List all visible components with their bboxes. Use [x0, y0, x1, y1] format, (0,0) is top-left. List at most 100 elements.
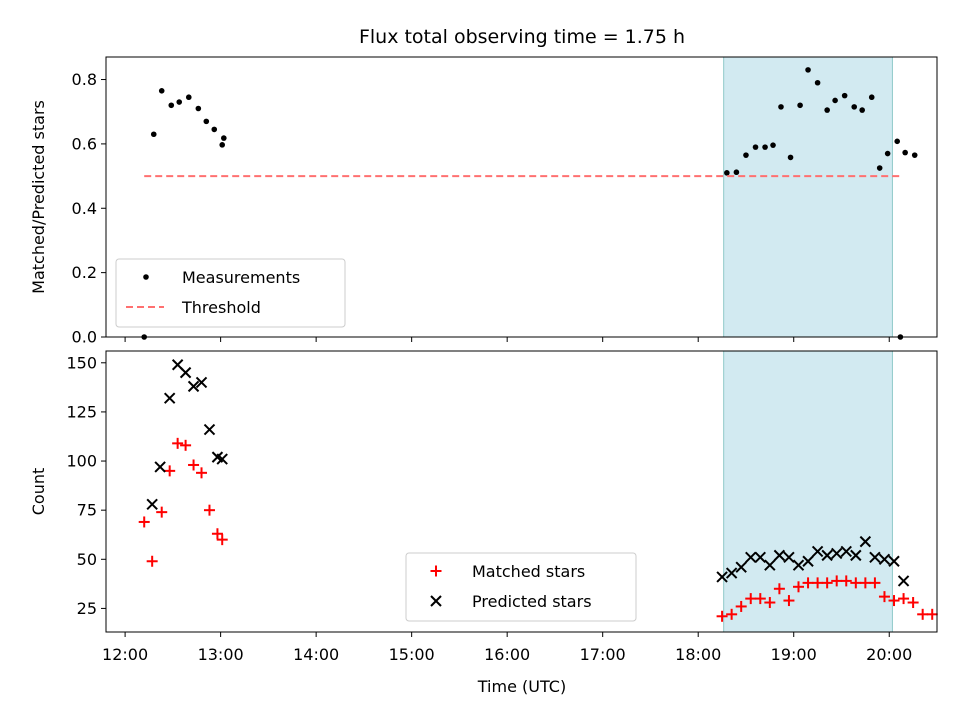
measurement-point	[219, 142, 226, 148]
predicted-star-point	[802, 555, 814, 567]
legend-label: Threshold	[181, 298, 261, 317]
measurement-point	[778, 104, 784, 110]
predicted-star-point	[187, 380, 200, 393]
measurement-point	[203, 118, 210, 125]
matched-star-point	[138, 516, 150, 528]
predicted-star-point	[163, 392, 176, 404]
predicted-star-point	[716, 571, 728, 583]
matched-star-point	[745, 593, 757, 605]
matched-star-point	[203, 504, 215, 516]
predicted-star-point	[216, 453, 228, 465]
measurement-point	[168, 102, 175, 109]
legend-box	[115, 258, 346, 328]
count-panel-observing-window	[723, 350, 893, 633]
matched-star-point	[211, 528, 223, 540]
ratio-panel-ticks: 0.0 0.2 0.4 0.6 0.8	[72, 70, 890, 347]
matched-star-point	[188, 459, 200, 471]
measurement-point	[752, 144, 759, 150]
measurement-point	[762, 144, 768, 150]
legend-label: Measurements	[182, 268, 300, 287]
ratio-panel-observing-window	[723, 56, 893, 338]
matched-star-point	[802, 577, 814, 589]
predicted-star-point	[811, 545, 824, 558]
measurement-point	[894, 138, 901, 145]
measurement-point	[876, 165, 883, 171]
matched-star-point	[840, 575, 852, 587]
y-tick-label: 0.6	[72, 134, 97, 153]
x-tick-label: 12:00	[102, 645, 148, 664]
measurement-point	[851, 104, 858, 110]
predicted-star-point	[735, 561, 747, 573]
matched-star-point	[156, 506, 168, 518]
x-axis-label: Time (UTC)	[477, 677, 566, 696]
matched-star-point	[773, 583, 785, 595]
measurement-point	[743, 152, 749, 158]
measurement-point	[911, 152, 918, 158]
matched-star-point	[764, 597, 776, 609]
y-tick-label: 0.0	[72, 328, 97, 347]
count-panel-ticks: 25 50 75 100 125 150 12:00 13:00 14:00 15:00 16:00…	[66, 353, 912, 664]
matched-star-point	[859, 577, 871, 589]
matched-star-point	[726, 608, 738, 620]
measurement-point	[859, 107, 865, 113]
predicted-star-point	[869, 551, 881, 564]
matched-star-point	[783, 595, 795, 607]
predicted-star-point	[821, 549, 833, 562]
ratio-panel: 0.00.20.40.60.8 Matched/Predicted stars …	[29, 56, 938, 347]
predicted-star-point	[195, 376, 208, 389]
ratio-panel-y-axis-label: Matched/Predicted stars	[29, 100, 48, 294]
ratio-panel-legend: Measurements Threshold	[115, 258, 346, 328]
predicted-star-point	[773, 549, 786, 562]
matched-star-point	[898, 593, 910, 605]
measurement-point	[832, 97, 838, 104]
measurement-point	[902, 149, 908, 156]
y-tick-label: 25	[77, 599, 97, 618]
predicted-star-point	[850, 549, 862, 562]
y-tick-label: 75	[77, 501, 97, 520]
legend-swatch-measurement	[143, 274, 149, 280]
count-panel-y-axis-label: Count	[29, 468, 48, 516]
predicted-star-point	[792, 559, 805, 571]
measurement-point	[841, 92, 848, 99]
count-panel-legend: Matched stars Predicted stars	[405, 552, 637, 622]
measurement-point	[824, 107, 830, 113]
matched-star-point	[716, 610, 728, 622]
matched-star-point	[917, 608, 929, 620]
ratio-panel-marks	[141, 67, 918, 340]
matched-star-point	[831, 575, 843, 587]
matched-star-point	[888, 595, 900, 607]
measurement-point	[176, 99, 183, 105]
measurement-point	[221, 135, 227, 141]
matched-star-point	[735, 600, 747, 612]
predicted-star-point	[878, 553, 891, 566]
predicted-star-point	[830, 547, 843, 560]
legend-label: Predicted stars	[472, 592, 592, 611]
legend-swatch-predicted	[430, 595, 442, 607]
measurement-point	[787, 154, 794, 161]
predicted-star-point	[725, 567, 738, 579]
x-tick-label: 17:00	[580, 645, 626, 664]
x-tick-label: 19:00	[771, 645, 817, 664]
x-tick-label: 16:00	[484, 645, 530, 664]
y-tick-label: 0.8	[72, 70, 97, 89]
measurement-point	[814, 79, 821, 86]
count-panel: 25 50 75 100 125 150 12:00 13:00 14:00 15:00 16:00…	[29, 350, 938, 664]
matched-star-point	[793, 581, 804, 593]
predicted-star-point	[764, 559, 776, 571]
measurement-point	[770, 142, 776, 148]
measurement-point	[733, 169, 740, 176]
x-tick-label: 20:00	[866, 645, 912, 664]
measurement-point	[805, 67, 811, 73]
matched-star-point	[907, 597, 919, 609]
matched-star-point	[172, 437, 184, 449]
legend-swatch-matched	[430, 565, 442, 577]
measurement-point	[185, 94, 192, 101]
predicted-star-point	[179, 366, 192, 379]
count-panel-marks	[138, 359, 938, 622]
chart-title: Flux total observing time = 1.75 h	[359, 26, 685, 48]
measurement-point	[195, 105, 202, 112]
x-tick-label: 14:00	[293, 645, 339, 664]
matched-star-point	[926, 608, 938, 620]
measurement-point	[797, 102, 803, 109]
